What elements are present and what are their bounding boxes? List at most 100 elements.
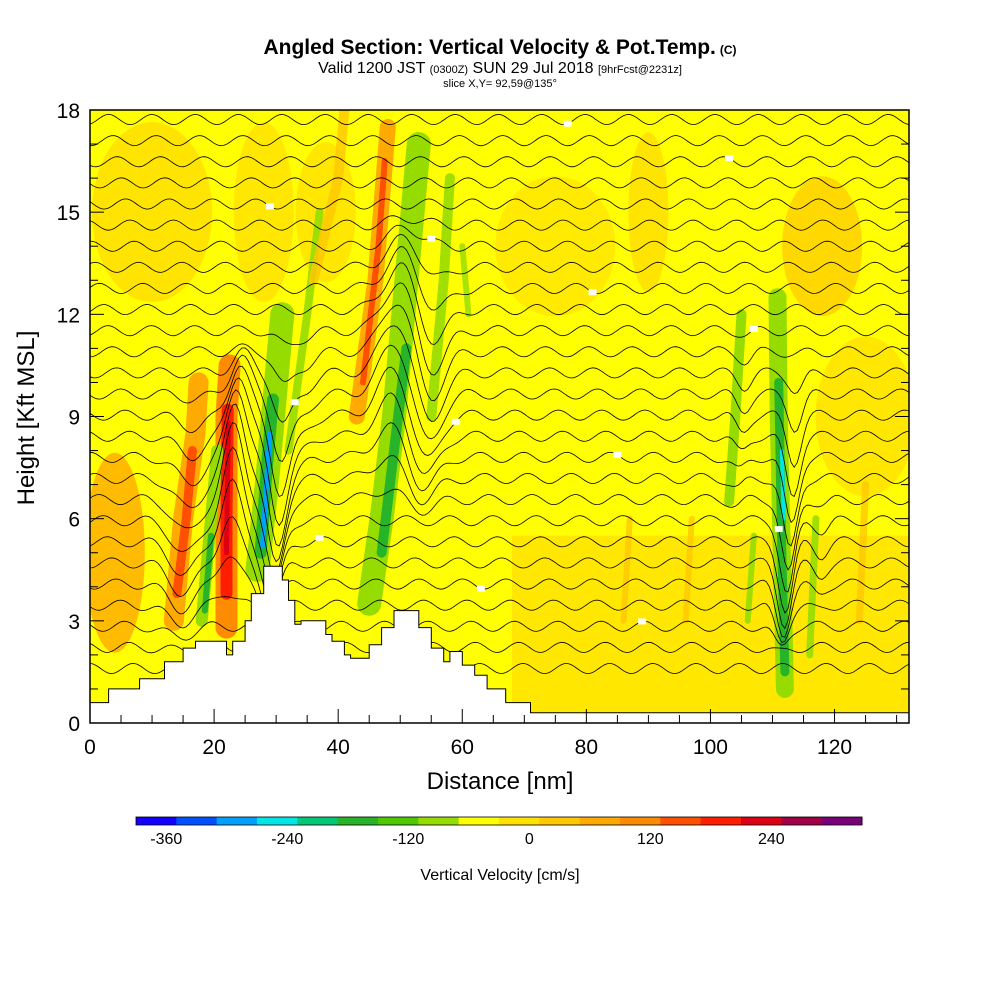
colorbar-swatch <box>579 817 621 825</box>
y-tick-label: 12 <box>57 304 80 327</box>
contour-label-bg <box>452 418 461 425</box>
colorbar-frame <box>135 816 863 826</box>
warm-patch <box>628 132 669 293</box>
chart-title-text: Angled Section: Vertical Velocity & Pot.… <box>263 36 716 59</box>
valid-time: Valid 1200 JST <box>318 60 426 77</box>
updraft-core-14nm <box>172 446 197 599</box>
warm-patch <box>495 176 616 317</box>
colorbar-swatch <box>216 817 258 825</box>
colorbar-swatch <box>458 817 500 825</box>
x-tick-label: 60 <box>451 736 474 759</box>
axes: 0 20 40 60 80 100 120 0 3 6 9 12 15 18 <box>57 100 909 759</box>
x-tick-label: 20 <box>202 736 225 759</box>
colorbar-tick-label: -240 <box>271 831 303 848</box>
downdraft-band-60nm <box>459 243 472 318</box>
colorbar-tick-label: -120 <box>392 831 424 848</box>
downdraft-band-56nm <box>426 173 455 422</box>
downdraft-core-111nm <box>774 377 790 677</box>
contour-label-bg <box>476 585 485 592</box>
valid-date: SUN 29 Jul 2018 <box>472 60 594 77</box>
contour-label-bg <box>563 120 572 127</box>
theta-contour <box>90 377 909 527</box>
contour-label-bg <box>290 399 299 406</box>
chart-subtitle: Valid 1200 JST (0300Z) SUN 29 Jul 2018 [… <box>0 60 1000 78</box>
chart-title: Angled Section: Vertical Velocity & Pot.… <box>0 36 1000 60</box>
theta-contour <box>90 556 909 638</box>
y-tick-label: 3 <box>68 611 80 634</box>
terrain <box>90 565 909 723</box>
contour-label-bg <box>749 325 758 332</box>
x-tick-label: 80 <box>575 736 598 759</box>
y-axis-title: Height [Kft MSL] <box>13 331 40 506</box>
plot-area <box>90 93 909 723</box>
warm-patch <box>782 176 863 317</box>
downdraft-band-106nm <box>744 532 757 624</box>
theta-contour <box>90 282 909 376</box>
y-tick-label: 15 <box>57 202 80 225</box>
warm-patch <box>815 336 909 497</box>
warm-patch <box>92 122 213 303</box>
colorbar-swatch <box>781 817 823 825</box>
updraft-band-125nm <box>855 481 870 625</box>
contour-label-bg <box>613 451 622 458</box>
theta-contour <box>90 135 909 147</box>
theta-contour <box>90 304 909 402</box>
colorbar-swatch <box>337 817 379 825</box>
warm-patch <box>233 122 294 303</box>
contour-label-bg <box>588 289 597 296</box>
x-axis-title: Distance [nm] <box>427 768 574 795</box>
downdraft-core-50nm <box>376 343 412 558</box>
contour-label-bg <box>265 203 274 210</box>
x-tick-label: 0 <box>84 736 96 759</box>
updraft-core-47nm <box>360 158 388 386</box>
theta-contour <box>90 233 909 275</box>
colorbar-swatch <box>700 817 742 825</box>
y-tick-label: 0 <box>68 713 80 736</box>
contour-label-bg <box>315 534 324 541</box>
colorbar-swatch <box>499 817 540 825</box>
colorbar-tick-label: 0 <box>525 831 534 848</box>
colorbar-swatch <box>176 817 218 825</box>
y-tick-label: 9 <box>68 407 80 430</box>
updraft-max-22nm <box>224 420 231 556</box>
theta-contour <box>90 446 909 593</box>
updraft-band-96nm <box>682 515 695 624</box>
valid-utc: (0300Z) <box>429 64 469 76</box>
velocity-field <box>90 110 909 723</box>
theta-contour <box>90 389 909 547</box>
theta-contour <box>90 325 909 423</box>
colorbar-swatch <box>257 817 298 825</box>
colorbar: -360 -240 -120 0 120 240 <box>135 816 863 848</box>
theta-contour <box>90 344 909 462</box>
contour-label-bg <box>774 526 783 533</box>
slice-info: slice X,Y= 92,59@135° <box>443 78 557 90</box>
theta-contour <box>90 224 909 252</box>
updraft-band-86nm <box>620 515 633 624</box>
theta-contour <box>90 516 909 630</box>
colorbar-swatch <box>418 817 460 825</box>
colorbar-swatch <box>620 817 661 825</box>
theta-contour <box>90 262 909 345</box>
colorbar-swatch <box>821 817 863 825</box>
downdraft-band-104nm <box>724 309 747 507</box>
theta-contour <box>90 403 909 563</box>
x-tick-label: 100 <box>693 736 728 759</box>
colorbar-swatch <box>378 817 419 825</box>
colorbar-swatch <box>660 817 702 825</box>
theta-contour <box>90 246 909 311</box>
colorbar-swatch <box>539 817 581 825</box>
colorbar-swatch <box>297 817 339 825</box>
theta-contour <box>90 93 909 103</box>
updraft-patch <box>90 452 145 653</box>
downdraft-core-19nm <box>201 532 214 614</box>
theta-contour <box>90 113 909 126</box>
colorbar-tick-label: -360 <box>150 831 182 848</box>
colorbar-swatch <box>741 817 782 825</box>
theta-contour <box>90 596 909 643</box>
forecast-info: [9hrFcst@2231z] <box>597 64 682 76</box>
potential-temperature-contours <box>90 93 909 675</box>
colorbar-swatch <box>136 817 177 825</box>
theta-contour <box>90 177 909 189</box>
x-tick-label: 40 <box>327 736 350 759</box>
y-tick-label: 6 <box>68 509 80 532</box>
